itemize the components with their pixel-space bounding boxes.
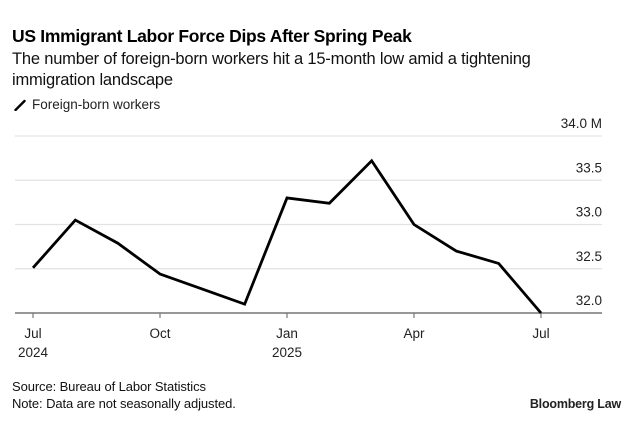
data-point [32,266,35,269]
gridlines [15,135,602,270]
x-tick-label: Jul [532,326,549,341]
x-tick-label: Jan [276,326,298,341]
x-tick-label: Jul [24,326,41,341]
x-tick-label: Oct [149,326,170,341]
data-point [201,288,204,291]
y-tick-label: 32.5 [576,249,602,264]
data-point [116,242,119,245]
series-foreign-born-workers [31,158,543,315]
data-point [540,312,543,315]
line-legend-icon [14,99,26,111]
data-point [328,202,331,205]
data-point [159,273,162,276]
x-tick-year-label: 2024 [18,345,49,360]
chart-title: US Immigrant Labor Force Dips After Spri… [12,26,412,46]
legend: Foreign-born workers [14,97,160,112]
data-point [243,303,246,306]
y-tick-label: 33.5 [576,160,602,175]
source-note: Source: Bureau of Labor Statistics [12,379,206,394]
x-tick-label: Apr [403,326,425,341]
y-tick-label: 32.0 [576,293,602,308]
data-note: Note: Data are not seasonally adjusted. [12,396,236,411]
x-tick-year-label: 2025 [272,345,302,360]
x-axis: Jul 2024 Oct Jan 2025 Apr Jul [15,312,602,360]
data-point [455,250,458,253]
data-point [370,159,373,162]
data-point [413,223,416,226]
data-point [497,262,500,265]
series-line [31,158,543,314]
data-point [286,197,289,200]
legend-label: Foreign-born workers [32,97,161,112]
chart-subtitle: The number of foreign-born workers hit a… [12,50,531,89]
y-tick-label: 33.0 [576,205,602,220]
y-tick-label: 34.0 M [561,116,602,131]
y-axis-ticks: 32.0 32.5 33.0 33.5 34.0 M [561,116,602,308]
brand-logo: Bloomberg Law [529,397,621,411]
data-point [74,219,77,222]
